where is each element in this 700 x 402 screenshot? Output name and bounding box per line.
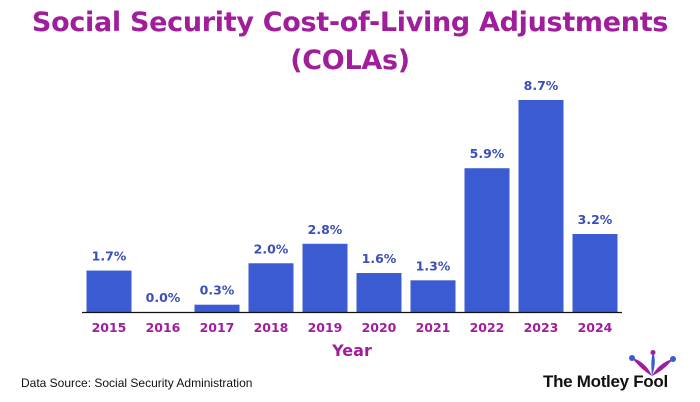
x-tick-2018: 2018 (254, 320, 289, 335)
jester-hat-icon (629, 350, 676, 376)
bar-2019 (302, 243, 348, 312)
brand-wordmark: The Motley Fool (543, 372, 668, 391)
data-label-2016: 0.0% (146, 290, 181, 305)
x-tick-2021: 2021 (416, 320, 451, 335)
data-label-2021: 1.3% (416, 258, 451, 273)
chart-title: Social Security Cost-of-Living Adjustmen… (0, 4, 700, 80)
labels-layer: 1.7% 0.0% 0.3% 2.0% 2.8% 1.6% 1.3% 5.9% 8.7% 3.2% (92, 78, 613, 305)
data-label-2017: 0.3% (200, 283, 235, 298)
chart-title-line-2: (COLAs) (290, 45, 410, 76)
bar-2022 (464, 168, 510, 312)
data-source-note: Data Source: Social Security Administrat… (21, 376, 253, 390)
bar-2023 (518, 100, 564, 312)
data-label-2018: 2.0% (254, 241, 289, 256)
bar-2021 (410, 280, 456, 312)
chart-title-line-1: Social Security Cost-of-Living Adjustmen… (31, 7, 669, 38)
x-tick-2015: 2015 (92, 320, 127, 335)
data-label-2020: 1.6% (362, 251, 397, 266)
x-tick-2017: 2017 (200, 320, 235, 335)
x-tick-2020: 2020 (362, 320, 397, 335)
x-tick-2024: 2024 (578, 320, 613, 335)
bar-2015 (86, 270, 132, 312)
data-label-2015: 1.7% (92, 249, 127, 264)
data-label-2019: 2.8% (308, 222, 343, 237)
bar-2017 (194, 304, 240, 312)
data-label-2023: 8.7% (524, 78, 559, 93)
bar-2018 (248, 263, 294, 312)
bar-2024 (572, 234, 618, 312)
bar-2020 (356, 273, 402, 312)
data-label-2024: 3.2% (578, 212, 613, 227)
x-tick-2016: 2016 (146, 320, 181, 335)
x-tick-labels: 2015 2016 2017 2018 2019 2020 2021 2022 2023 2024 (92, 320, 613, 335)
x-tick-2019: 2019 (308, 320, 343, 335)
bars-layer (86, 100, 618, 312)
x-tick-2023: 2023 (524, 320, 559, 335)
x-tick-2022: 2022 (470, 320, 505, 335)
data-label-2022: 5.9% (470, 146, 505, 161)
x-axis-title: Year (331, 341, 372, 360)
